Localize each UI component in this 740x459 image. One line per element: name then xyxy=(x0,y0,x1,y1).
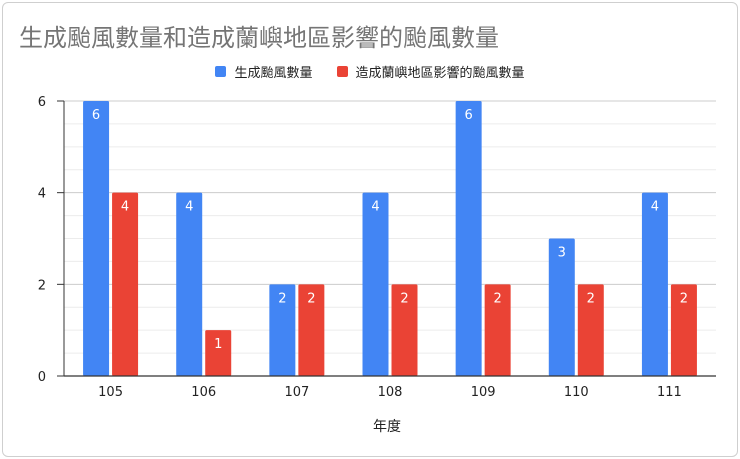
x-tick-label: 106 xyxy=(191,385,216,400)
bar-series-1 xyxy=(362,192,389,376)
data-label: 4 xyxy=(121,200,129,215)
data-label: 2 xyxy=(400,291,408,306)
bar-series-2 xyxy=(112,192,139,376)
data-label: 4 xyxy=(185,200,193,215)
chart-legend: 生成颱風數量 造成蘭嶼地區影響的颱風數量 xyxy=(0,62,740,81)
data-label: 6 xyxy=(92,108,100,123)
data-label: 2 xyxy=(494,291,502,306)
bar-series-2 xyxy=(484,284,511,376)
legend-item-series-2: 造成蘭嶼地區影響的颱風數量 xyxy=(336,62,525,81)
bar-series-1 xyxy=(455,101,482,376)
y-tick-label: 4 xyxy=(38,187,46,202)
legend-label-series-2: 造成蘭嶼地區影響的颱風數量 xyxy=(355,66,525,81)
data-label: 2 xyxy=(587,291,595,306)
data-label: 2 xyxy=(307,291,315,306)
data-label: 4 xyxy=(651,200,659,215)
y-tick-label: 6 xyxy=(38,95,46,110)
legend-swatch-series-1 xyxy=(215,66,227,77)
legend-item-series-1: 生成颱風數量 xyxy=(215,62,313,81)
chart-title: 生成颱風數量和造成蘭嶼地區影響的颱風數量 xyxy=(19,24,499,52)
legend-swatch-series-2 xyxy=(336,66,348,77)
x-tick-label: 108 xyxy=(378,385,403,400)
bar-series-2 xyxy=(577,284,604,376)
bar-series-2 xyxy=(670,284,697,376)
data-label: 3 xyxy=(558,246,566,261)
x-tick-label: 111 xyxy=(657,385,682,400)
bar-series-1 xyxy=(269,284,296,376)
bar-series-2 xyxy=(205,330,232,376)
bar-series-1 xyxy=(548,238,575,376)
x-tick-label: 110 xyxy=(564,385,589,400)
data-label: 2 xyxy=(680,291,688,306)
bar-series-2 xyxy=(391,284,418,376)
data-label: 1 xyxy=(214,337,222,352)
data-label: 6 xyxy=(465,108,473,123)
x-tick-label: 107 xyxy=(284,385,309,400)
bar-series-1 xyxy=(176,192,203,376)
bar-series-1 xyxy=(641,192,668,376)
data-label: 2 xyxy=(278,291,286,306)
x-tick-label: 109 xyxy=(471,385,496,400)
legend-label-series-1: 生成颱風數量 xyxy=(234,66,313,81)
data-label: 4 xyxy=(371,200,379,215)
x-tick-label: 105 xyxy=(98,385,123,400)
y-tick-label: 2 xyxy=(38,278,46,293)
x-axis-title: 年度 xyxy=(373,419,401,435)
bar-series-1 xyxy=(83,101,110,376)
bar-series-2 xyxy=(298,284,325,376)
y-tick-label: 0 xyxy=(38,370,46,385)
